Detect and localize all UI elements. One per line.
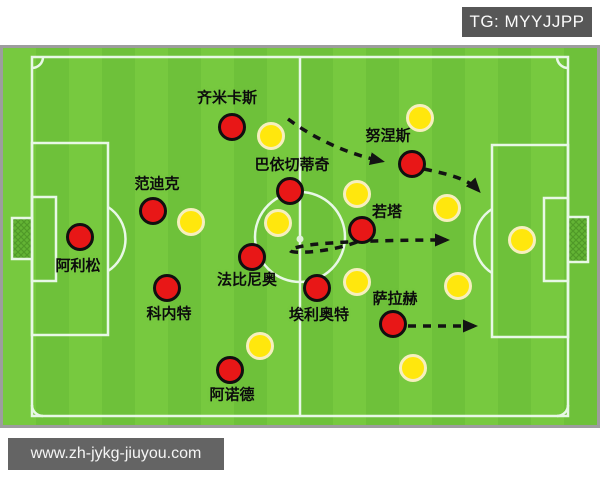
player-marker-yellow-opp-8 <box>343 268 371 296</box>
player-label-alisson: 阿利松 <box>55 257 101 275</box>
player-marker-yellow-opp-4 <box>264 209 292 237</box>
player-marker-yellow-opp-9 <box>444 272 472 300</box>
player-label-tsimikas: 齐米卡斯 <box>196 89 258 107</box>
player-marker-yellow-opp-7 <box>508 226 536 254</box>
player-label-van-dijk: 范迪克 <box>134 175 180 193</box>
player-marker-red-alisson <box>66 223 94 251</box>
player-marker-red-elliott <box>303 274 331 302</box>
player-marker-yellow-opp-5 <box>343 180 371 208</box>
player-marker-yellow-opp-3 <box>177 208 205 236</box>
player-marker-red-fabinho <box>238 243 266 271</box>
player-marker-yellow-opp-10 <box>246 332 274 360</box>
player-marker-red-van-dijk <box>139 197 167 225</box>
player-marker-yellow-opp-11 <box>399 354 427 382</box>
player-label-elliott: 埃利奥特 <box>288 306 350 324</box>
player-label-nunez: 努涅斯 <box>365 127 411 145</box>
player-marker-red-nunez <box>398 150 426 178</box>
player-label-konate: 科内特 <box>146 305 192 323</box>
player-marker-red-bajcetic <box>276 177 304 205</box>
player-marker-yellow-opp-2 <box>406 104 434 132</box>
player-label-salah: 萨拉赫 <box>372 290 418 308</box>
player-marker-yellow-opp-6 <box>433 194 461 222</box>
tg-watermark-badge: TG: MYYJJPP <box>462 7 592 37</box>
player-label-fabinho: 法比尼奥 <box>216 271 278 289</box>
player-marker-red-salah <box>379 310 407 338</box>
player-marker-yellow-opp-1 <box>257 122 285 150</box>
site-url-watermark: www.zh-jykg-jiuyou.com <box>8 438 224 470</box>
player-label-jota: 若塔 <box>371 203 403 221</box>
player-label-bajcetic: 巴依切蒂奇 <box>254 156 330 174</box>
player-marker-red-jota <box>348 216 376 244</box>
player-marker-red-tsimikas <box>218 113 246 141</box>
player-marker-red-konate <box>153 274 181 302</box>
player-marker-red-arnold <box>216 356 244 384</box>
player-label-arnold: 阿诺德 <box>209 386 255 404</box>
